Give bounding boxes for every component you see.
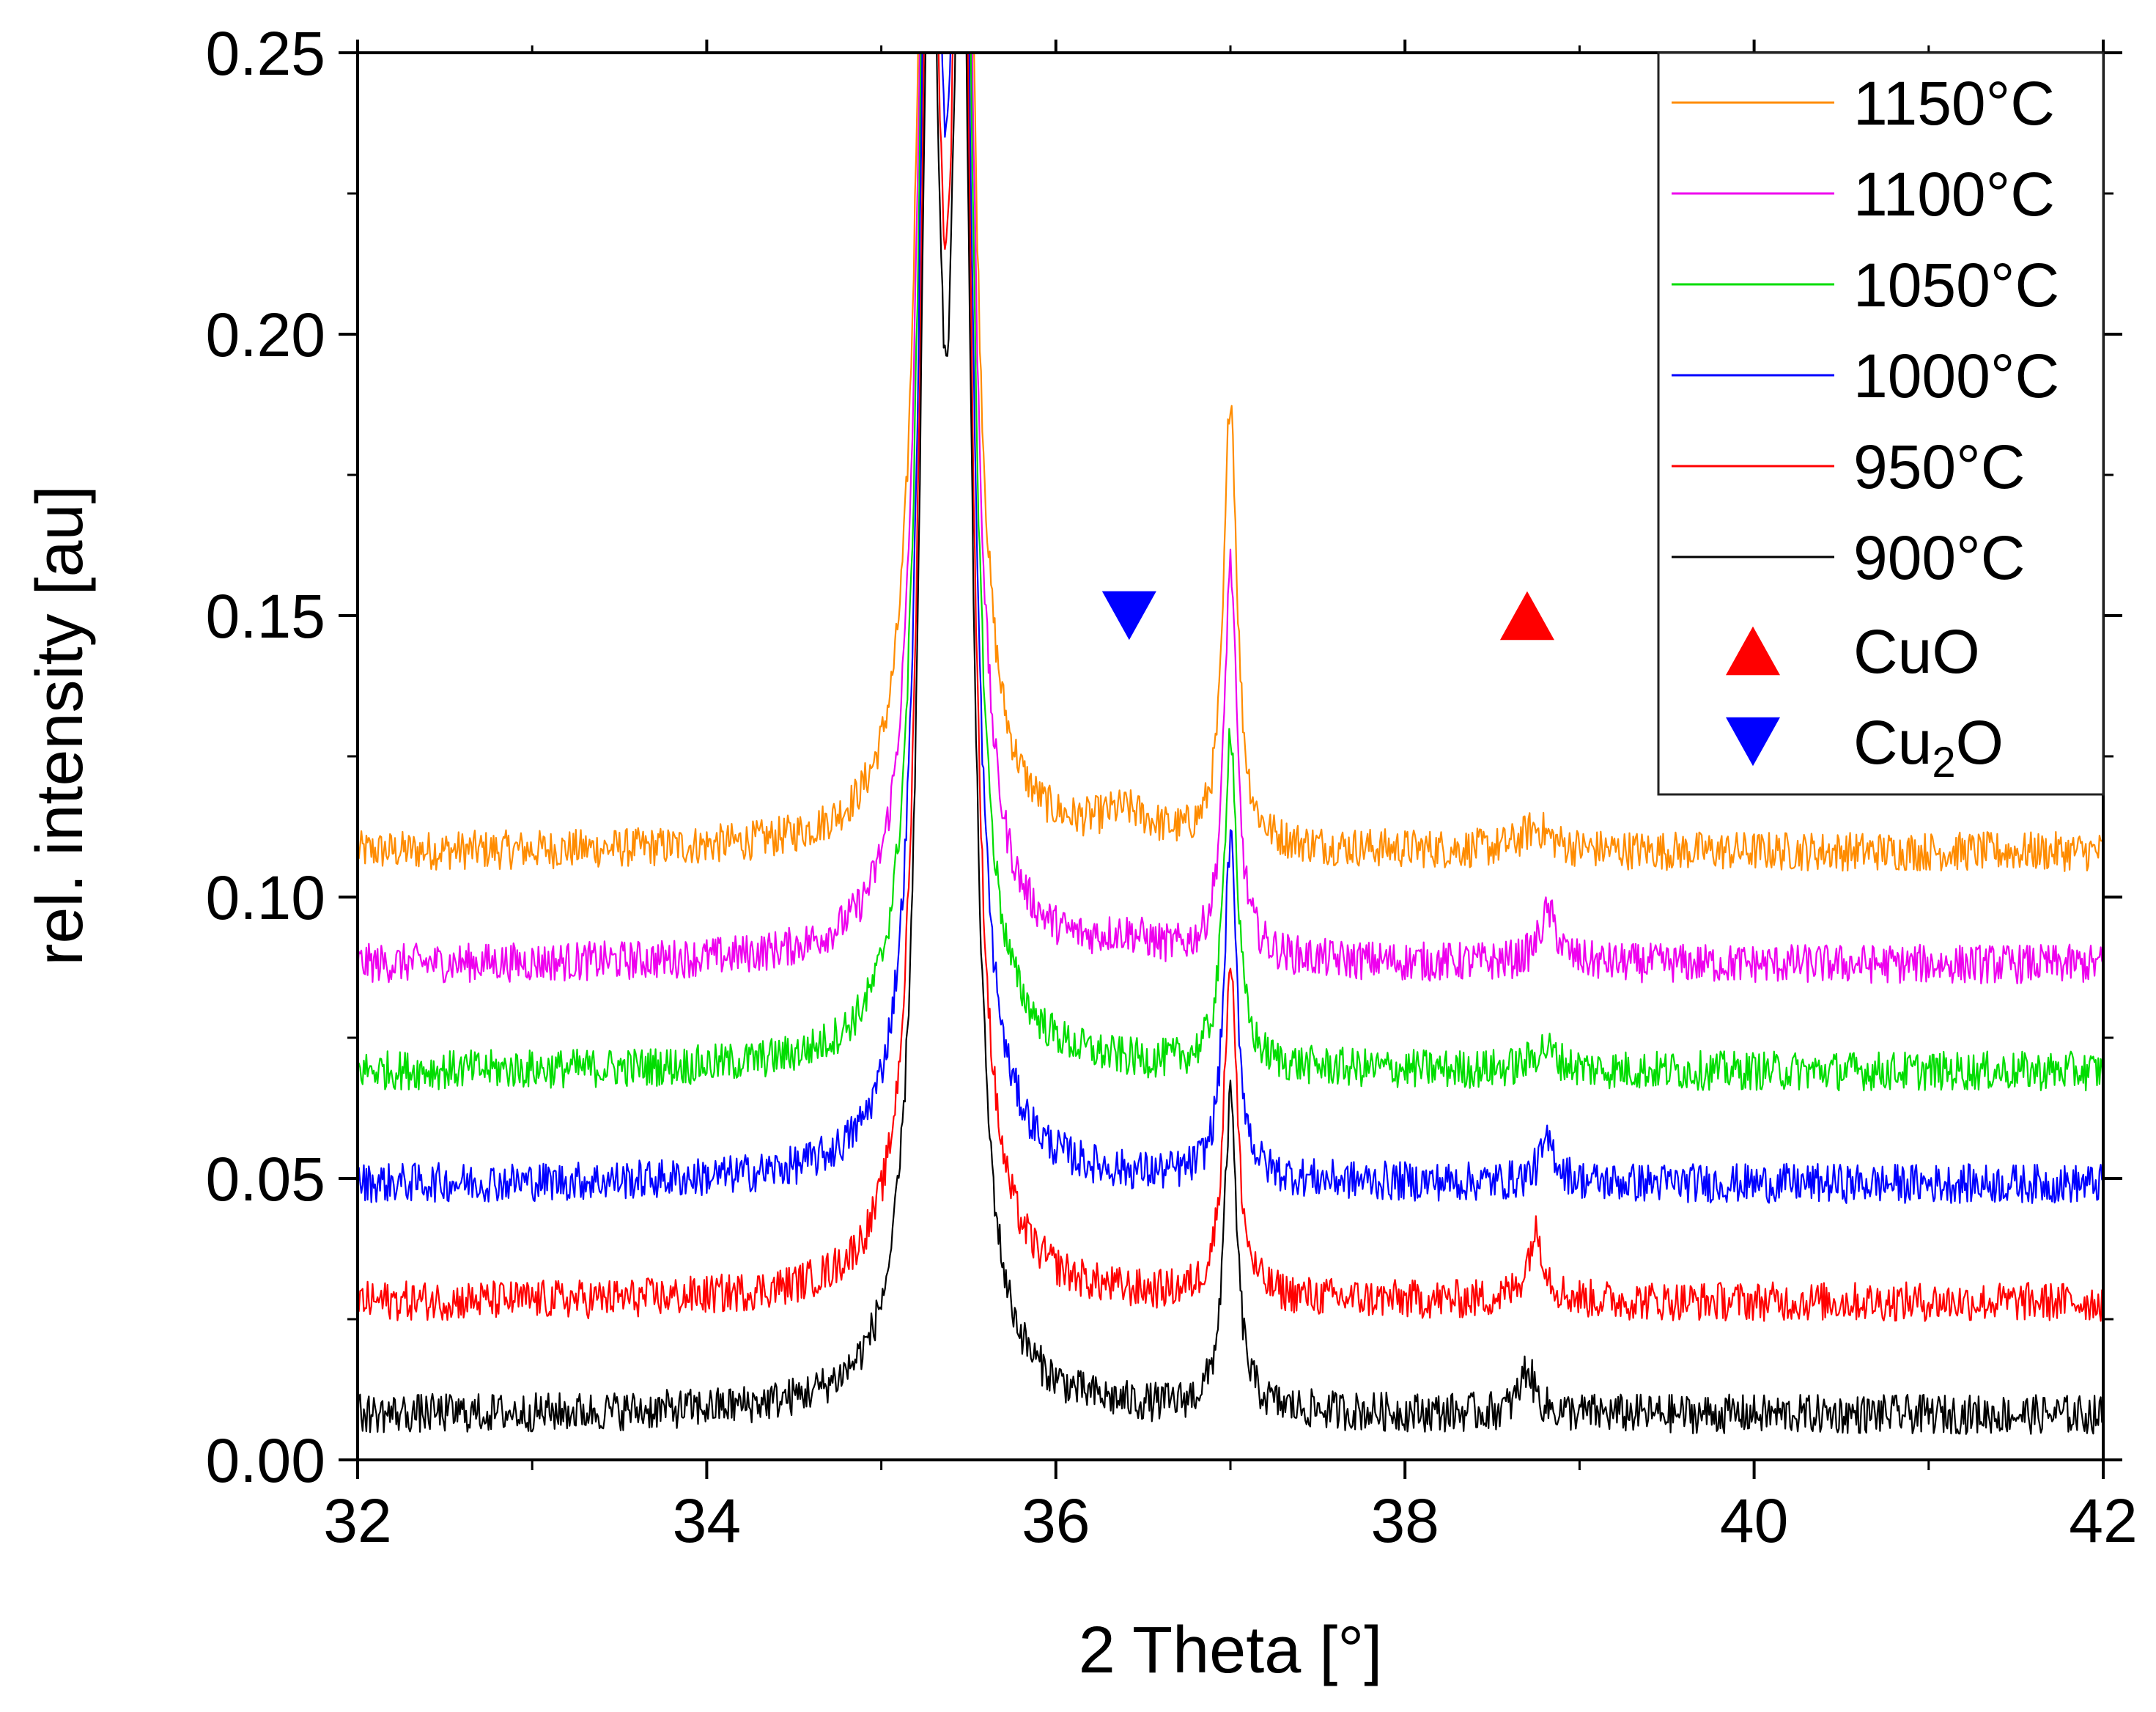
phase-marker-cuo [1499, 591, 1554, 641]
legend-label-5: 900°C [1853, 523, 2025, 592]
series-line-2 [358, 53, 2103, 1092]
y-tick-label: 0.20 [206, 300, 326, 369]
legend-label-3: 1000°C [1853, 342, 2059, 410]
series-line-4 [358, 53, 2103, 1322]
x-axis-title: 2 Theta [°] [1079, 1614, 1383, 1687]
series-line-5 [358, 53, 2103, 1435]
y-tick-label: 0.00 [206, 1426, 326, 1495]
series-layer [358, 53, 2103, 1435]
x-tick-label: 36 [1022, 1486, 1090, 1555]
legend-marker-cu2o [1726, 717, 1780, 767]
x-tick-label: 32 [323, 1486, 391, 1555]
series-line-3 [358, 53, 2103, 1204]
x-tick-label: 40 [1720, 1486, 1788, 1555]
legend-label-cu2o: Cu2O [1853, 708, 2004, 786]
y-tick-label: 0.05 [206, 1145, 326, 1214]
legend: 1150°C 1100°C 1050°C 1000°C 950°C 900°C CuO Cu2… [1657, 51, 2105, 796]
x-tick-label: 38 [1370, 1486, 1439, 1555]
legend-label-2: 1050°C [1853, 251, 2059, 320]
phase-marker-cu2o [1101, 591, 1156, 641]
legend-label-1: 1100°C [1853, 160, 2055, 229]
y-tick-label: 0.15 [206, 582, 326, 651]
y-tick-label: 0.10 [206, 863, 326, 932]
legend-label-cuo: CuO [1853, 617, 1980, 686]
y-tick-label: 0.25 [206, 19, 326, 88]
y-axis-title: rel. intensity [au] [23, 485, 97, 965]
legend-marker-cuo [1726, 626, 1780, 676]
series-line-0 [358, 53, 2103, 872]
legend-label-4: 950°C [1853, 432, 2025, 501]
series-line-1 [358, 53, 2103, 985]
x-tick-label: 42 [2069, 1486, 2137, 1555]
marker-layer [1101, 591, 1554, 641]
axes-layer: 32 34 36 38 40 42 0.00 0.05 0.10 0.15 0.20 0.25 [206, 19, 2138, 1555]
x-tick-label: 34 [673, 1486, 741, 1555]
legend-label-0: 1150°C [1853, 69, 2055, 138]
